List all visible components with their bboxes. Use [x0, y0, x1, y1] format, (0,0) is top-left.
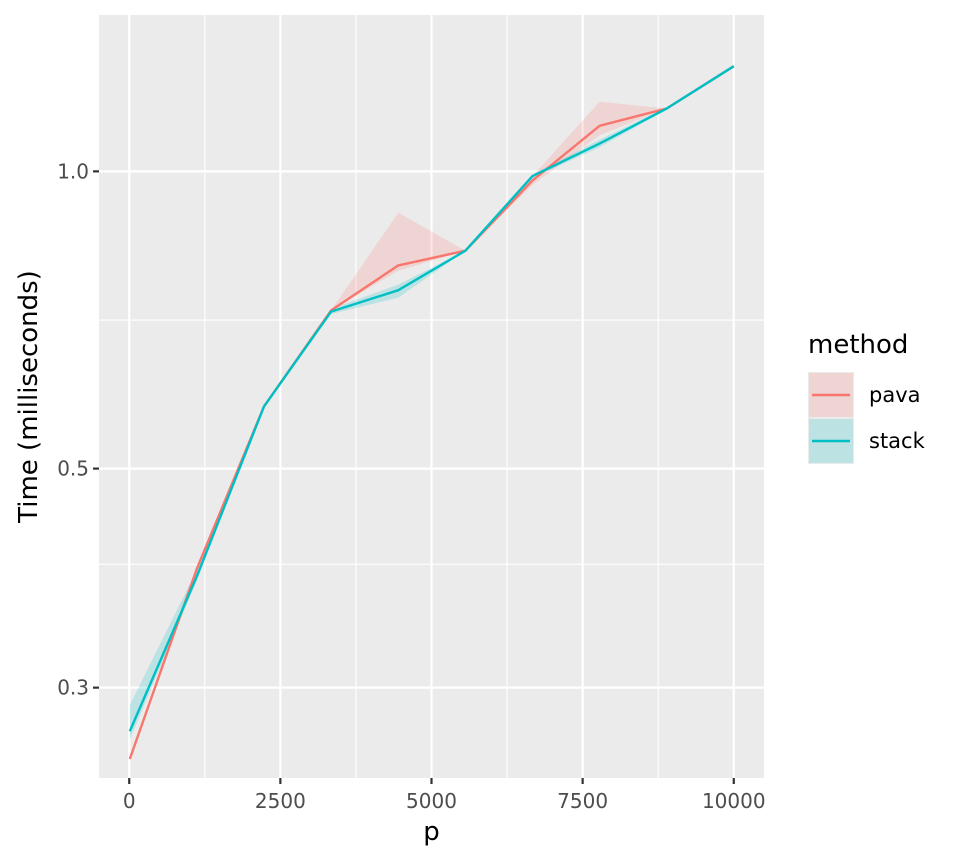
x-tick-label: 10000 — [702, 789, 766, 813]
y-tick-label: 0.5 — [57, 457, 89, 481]
legend: method pava stack — [808, 330, 926, 464]
y-axis-title: Time (milliseconds) — [14, 270, 44, 524]
y-axis-ticks: 0.3 0.5 1.0 — [57, 159, 99, 700]
y-tick-label: 1.0 — [57, 159, 89, 183]
series-lines — [128, 65, 735, 760]
x-tick-label: 5000 — [406, 789, 457, 813]
x-tick-label: 0 — [123, 789, 136, 813]
grid-major — [99, 15, 764, 778]
line-pava — [128, 65, 735, 760]
y-tick-label: 0.3 — [57, 676, 89, 700]
x-tick-label: 2500 — [255, 789, 306, 813]
x-tick-label: 7500 — [557, 789, 608, 813]
legend-label-pava: pava — [869, 383, 921, 407]
line-stack — [128, 65, 735, 732]
x-axis-ticks: 0 2500 5000 7500 10000 — [123, 778, 766, 813]
legend-title: method — [808, 330, 908, 360]
x-axis-title: p — [423, 817, 440, 847]
legend-label-stack: stack — [869, 429, 926, 453]
